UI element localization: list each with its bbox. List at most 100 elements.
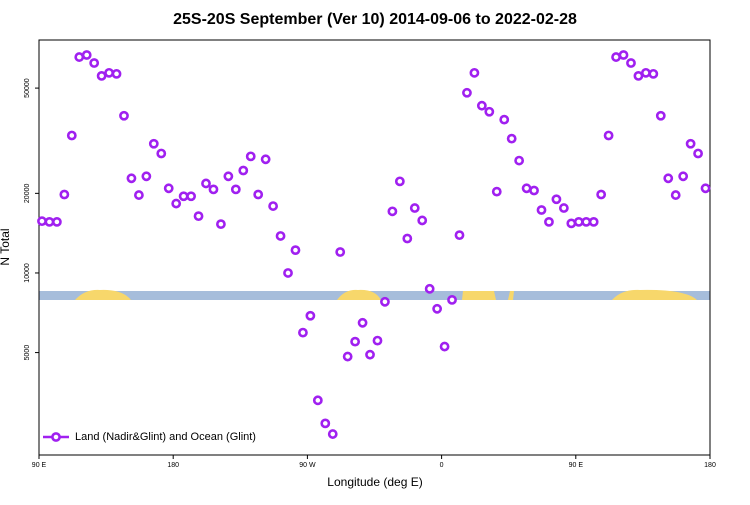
data-point — [514, 155, 525, 166]
data-point — [201, 178, 211, 189]
data-point — [290, 245, 301, 256]
data-point — [171, 198, 182, 209]
data-point — [476, 100, 487, 111]
data-point — [640, 67, 651, 78]
data-point — [238, 165, 249, 176]
data-point — [424, 283, 435, 294]
data-point — [521, 183, 532, 194]
data-point — [409, 203, 420, 213]
data-point — [462, 87, 472, 98]
data-point — [394, 176, 405, 187]
data-point — [700, 183, 711, 194]
data-point — [536, 205, 547, 215]
data-point — [320, 418, 331, 429]
data-point — [566, 218, 577, 229]
land — [75, 289, 131, 300]
data-point — [484, 106, 495, 117]
data-point — [66, 130, 77, 141]
data-point — [305, 310, 316, 321]
data-point — [59, 189, 70, 200]
x-tick-label: 0 — [440, 462, 444, 469]
data-point — [544, 216, 554, 227]
y-axis-label: N Total — [0, 228, 12, 265]
x-tick-label: 90 E — [569, 462, 584, 469]
data-point — [126, 173, 137, 184]
data-point — [573, 216, 584, 227]
data-point — [134, 190, 144, 200]
data-point — [350, 336, 361, 347]
land — [612, 289, 697, 300]
data-point — [633, 71, 644, 81]
data-point — [268, 201, 279, 211]
data-point — [581, 216, 592, 227]
data-point — [342, 351, 353, 362]
map-strip — [39, 289, 710, 300]
data-point — [611, 52, 621, 62]
data-point — [119, 110, 129, 121]
data-point — [588, 216, 599, 227]
data-point — [178, 191, 189, 202]
x-tick-label: 90 E — [32, 462, 47, 469]
data-point — [596, 189, 607, 200]
data-point — [372, 335, 383, 346]
data-point — [96, 71, 107, 81]
data-point — [603, 130, 614, 141]
data-point — [454, 230, 465, 241]
data-point — [148, 138, 159, 149]
x-tick-label: 180 — [167, 462, 179, 469]
data-point — [253, 189, 264, 200]
data-point — [387, 206, 398, 217]
data-point — [506, 133, 517, 144]
data-point — [312, 395, 323, 406]
data-point — [648, 68, 659, 79]
data-point — [51, 216, 62, 227]
data-point — [670, 190, 681, 200]
data-point — [111, 68, 122, 79]
land — [337, 289, 381, 300]
data-point — [417, 215, 428, 226]
data-point — [663, 173, 674, 184]
data-point — [216, 219, 226, 230]
y-tick-label: 10000 — [24, 263, 31, 283]
x-tick-label: 90 W — [299, 462, 316, 469]
data-point — [74, 52, 85, 62]
data-point — [81, 50, 92, 60]
data-point — [104, 67, 114, 78]
data-point — [223, 171, 234, 182]
land — [462, 291, 496, 300]
data-point — [186, 191, 196, 202]
data-point — [141, 171, 152, 182]
data-point — [37, 216, 47, 227]
legend-marker — [51, 432, 61, 442]
data-point — [380, 296, 390, 307]
data-point — [283, 268, 293, 278]
data-point — [529, 185, 539, 196]
data-point — [491, 186, 502, 197]
data-point — [693, 148, 703, 159]
x-axis-label: Longitude (deg E) — [327, 475, 422, 489]
data-point — [44, 216, 55, 227]
data-point — [551, 194, 562, 205]
y-tick-label: 5000 — [24, 345, 31, 361]
data-point — [678, 171, 689, 182]
data-point — [365, 349, 375, 360]
data-point — [402, 233, 413, 244]
y-tick-label: 20000 — [24, 184, 31, 204]
data-point — [447, 294, 457, 305]
data-point — [499, 114, 510, 125]
data-point — [156, 148, 167, 159]
data-point — [89, 58, 100, 68]
data-point — [298, 327, 308, 338]
data-point — [193, 211, 204, 222]
data-point — [327, 429, 338, 439]
land — [508, 291, 514, 300]
data-point — [208, 184, 219, 195]
data-point — [275, 231, 286, 241]
data-point — [469, 67, 480, 78]
data-point — [230, 184, 241, 195]
data-point — [618, 50, 629, 60]
data-point — [335, 247, 346, 257]
data-point — [163, 183, 174, 194]
data-point — [558, 203, 569, 213]
